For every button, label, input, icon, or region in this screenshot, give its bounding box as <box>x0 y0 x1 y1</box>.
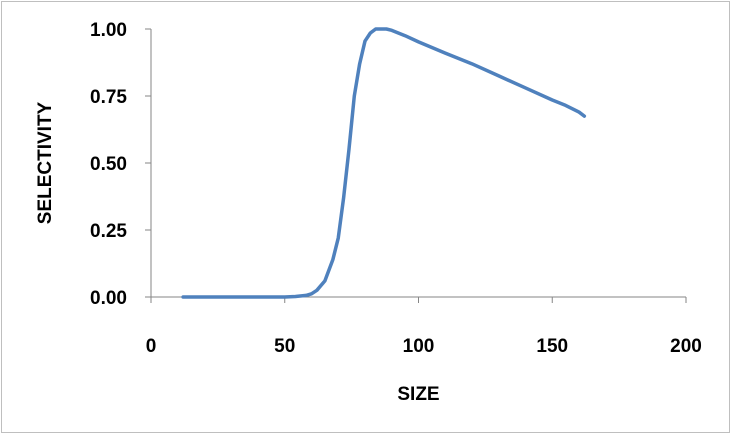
x-tick-label: 0 <box>146 336 157 357</box>
y-tick-label: 0.75 <box>90 87 127 108</box>
selectivity-line <box>181 27 587 299</box>
y-tick-label: 0.00 <box>90 288 127 309</box>
axes <box>145 28 687 303</box>
y-tick-label: 1.00 <box>90 20 127 41</box>
y-axis-title: SELECTIVITY <box>35 101 56 224</box>
plot-area <box>181 27 587 299</box>
y-tick-label: 0.25 <box>90 221 127 242</box>
x-tick-label: 50 <box>274 336 295 357</box>
y-tick-label: 0.50 <box>90 154 127 175</box>
x-tick-labels: 0 50 100 150 200 <box>146 336 702 357</box>
x-tick-label: 100 <box>403 336 435 357</box>
x-tick-label: 150 <box>536 336 568 357</box>
y-tick-labels: 0.00 0.25 0.50 0.75 1.00 <box>90 20 127 309</box>
x-axis-title: SIZE <box>397 384 439 405</box>
x-tick-label: 200 <box>670 336 702 357</box>
